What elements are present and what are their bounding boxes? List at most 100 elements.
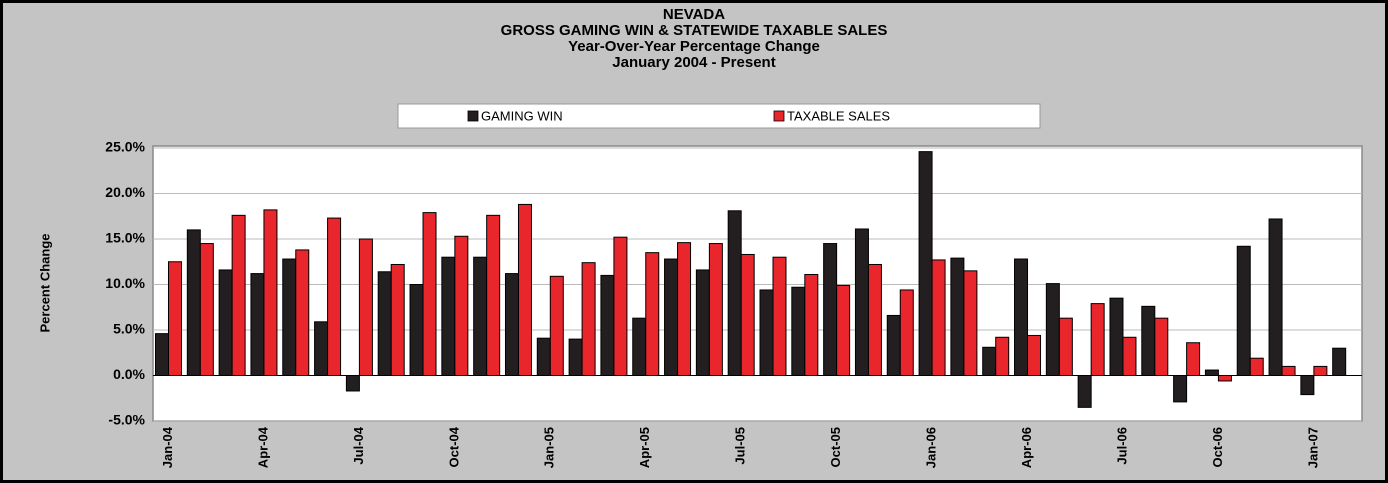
chart-title: NEVADA bbox=[663, 6, 725, 23]
bar bbox=[740, 253, 755, 376]
bar bbox=[1014, 258, 1029, 376]
bar bbox=[1090, 303, 1105, 376]
bar bbox=[504, 273, 519, 376]
bar bbox=[549, 275, 564, 376]
bar bbox=[218, 269, 233, 376]
bar bbox=[899, 289, 914, 376]
bar bbox=[1217, 375, 1232, 382]
chart-subtitle: January 2004 - Present bbox=[612, 54, 775, 71]
bar bbox=[823, 243, 838, 376]
bar bbox=[536, 337, 551, 377]
legend-swatch bbox=[467, 110, 479, 122]
x-tick-label: Jul-06 bbox=[1114, 427, 1129, 465]
bar bbox=[1077, 375, 1092, 408]
y-tick-label: 25.0% bbox=[105, 139, 145, 155]
bar bbox=[345, 375, 360, 392]
bar bbox=[441, 256, 456, 377]
bar bbox=[854, 228, 869, 376]
bar bbox=[1332, 347, 1347, 377]
x-tick-label: Apr-05 bbox=[637, 427, 652, 468]
bar bbox=[517, 203, 532, 376]
x-tick-label: Jan-07 bbox=[1305, 427, 1320, 468]
bar bbox=[1236, 245, 1251, 376]
x-tick-label: Oct-04 bbox=[446, 426, 461, 467]
legend-label: GAMING WIN bbox=[481, 108, 563, 123]
bar bbox=[695, 269, 710, 376]
y-axis-label: Percent Change bbox=[37, 234, 52, 333]
y-tick-label: 5.0% bbox=[113, 321, 145, 337]
bar bbox=[886, 314, 901, 377]
x-tick-label: Jan-05 bbox=[542, 427, 557, 468]
bar bbox=[454, 235, 469, 376]
bar bbox=[727, 210, 742, 376]
bar bbox=[1268, 218, 1283, 376]
bar bbox=[632, 317, 647, 377]
bar bbox=[568, 338, 583, 377]
bar bbox=[168, 261, 182, 376]
x-tick-label: Oct-06 bbox=[1210, 427, 1225, 467]
bar bbox=[295, 249, 310, 376]
bar bbox=[867, 263, 882, 377]
bar bbox=[1300, 375, 1315, 396]
bar bbox=[982, 346, 997, 377]
bar bbox=[918, 151, 933, 376]
bar bbox=[995, 336, 1010, 376]
bar bbox=[282, 258, 297, 376]
bar bbox=[155, 333, 169, 377]
bar bbox=[1186, 342, 1201, 376]
chart-subtitle: Year-Over-Year Percentage Change bbox=[568, 38, 820, 55]
bar bbox=[772, 256, 787, 377]
bar bbox=[613, 236, 628, 376]
bar bbox=[950, 257, 965, 376]
bar bbox=[1281, 365, 1296, 376]
bar bbox=[1313, 365, 1328, 376]
y-tick-label: 15.0% bbox=[105, 230, 145, 246]
bar bbox=[314, 321, 329, 376]
bar bbox=[486, 214, 501, 376]
x-tick-label: Oct-05 bbox=[828, 427, 843, 467]
bar bbox=[250, 273, 265, 376]
bar bbox=[1058, 317, 1073, 377]
chart-title: GROSS GAMING WIN & STATEWIDE TAXABLE SAL… bbox=[501, 22, 888, 39]
bar bbox=[600, 274, 615, 376]
y-tick-label: 10.0% bbox=[105, 275, 145, 291]
bar bbox=[263, 209, 278, 376]
bar bbox=[931, 259, 946, 376]
bar bbox=[1027, 334, 1042, 376]
x-tick-label: Jul-04 bbox=[351, 426, 366, 464]
bar bbox=[377, 271, 392, 377]
bar bbox=[759, 289, 774, 376]
bar bbox=[804, 273, 819, 376]
bar bbox=[327, 217, 342, 376]
bar bbox=[358, 238, 373, 376]
x-tick-label: Jan-04 bbox=[160, 426, 175, 468]
bar bbox=[1122, 336, 1137, 376]
bar bbox=[1045, 283, 1060, 376]
bar bbox=[1154, 317, 1169, 377]
bar bbox=[1109, 297, 1124, 376]
bar bbox=[581, 262, 596, 376]
bar bbox=[1141, 305, 1156, 376]
bar bbox=[231, 214, 246, 376]
bar bbox=[1204, 369, 1219, 377]
bar bbox=[422, 212, 437, 376]
legend-label: TAXABLE SALES bbox=[787, 108, 890, 123]
bar bbox=[836, 284, 851, 376]
bar bbox=[473, 256, 488, 377]
bar bbox=[1173, 375, 1188, 403]
y-tick-label: 20.0% bbox=[105, 184, 145, 200]
bar bbox=[963, 270, 978, 377]
bar bbox=[677, 242, 692, 376]
bar bbox=[186, 229, 201, 376]
bar bbox=[708, 243, 723, 376]
bar bbox=[390, 263, 405, 377]
x-tick-label: Jul-05 bbox=[733, 427, 748, 465]
legend-swatch bbox=[773, 110, 785, 122]
y-tick-label: 0.0% bbox=[113, 366, 145, 382]
legend-box bbox=[397, 103, 1041, 129]
x-tick-label: Apr-04 bbox=[255, 426, 270, 468]
bar bbox=[645, 252, 660, 376]
bar bbox=[791, 286, 806, 377]
x-tick-label: Jan-06 bbox=[924, 427, 939, 468]
